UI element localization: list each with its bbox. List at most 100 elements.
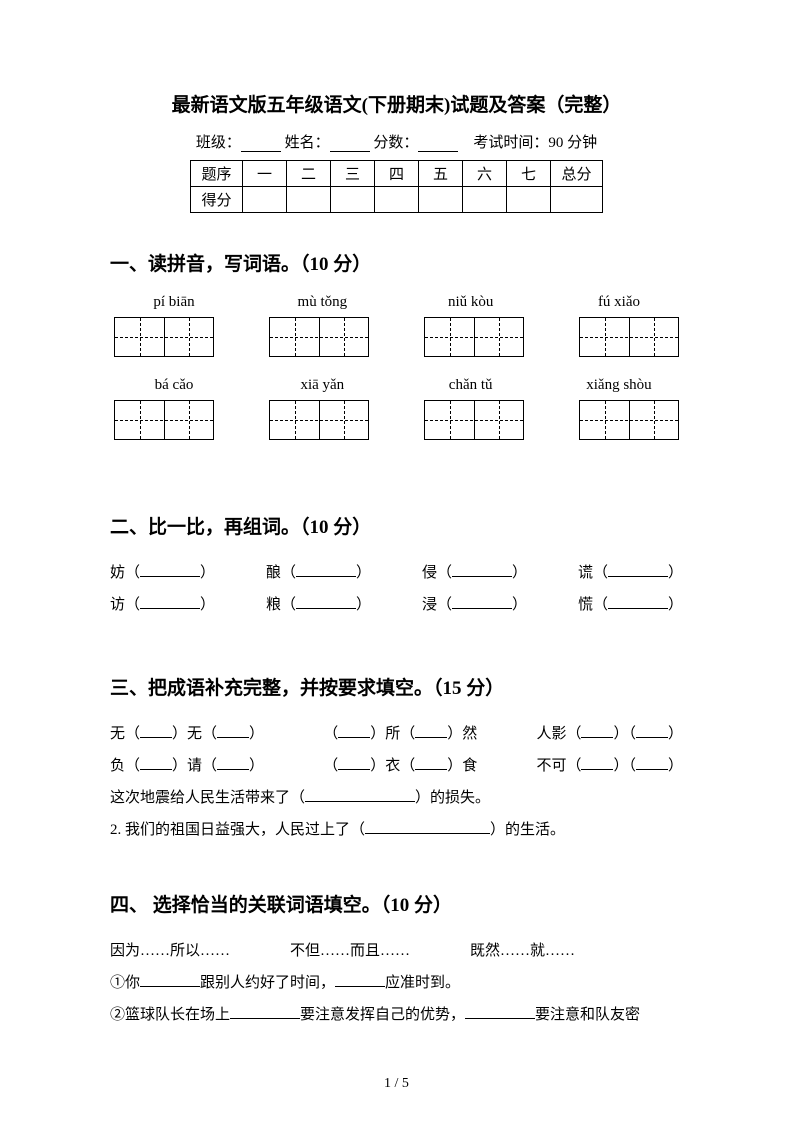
- pinyin-row-2: bá cǎo xiā yǎn chǎn tǔ xiǎng shòu: [110, 377, 683, 394]
- blank[interactable]: [636, 723, 668, 738]
- row-label: 得分: [191, 187, 243, 213]
- pinyin-1-3: niǔ kòu: [411, 294, 531, 311]
- section-2-heading: 二、比一比，再组词。（10 分）: [110, 512, 683, 539]
- q3-line-1: 无（）无（） （）所（）然 人影（）（）: [110, 718, 683, 750]
- t: ）（: [613, 758, 636, 774]
- t: ）然: [447, 726, 477, 742]
- q2-char: 谎: [578, 565, 593, 581]
- q3-line-3: 这次地震给人民生活带来了（ ）的损失。: [110, 782, 683, 814]
- section-4-heading: 四、 选择恰当的关联词语填空。（10 分）: [110, 890, 683, 917]
- class-blank[interactable]: [241, 137, 281, 152]
- char-box[interactable]: [114, 400, 214, 440]
- char-box[interactable]: [269, 400, 369, 440]
- blank[interactable]: [608, 594, 668, 609]
- th-0: 题序: [191, 161, 243, 187]
- blank[interactable]: [296, 594, 356, 609]
- t: ②篮球队长在场上: [110, 1007, 230, 1023]
- pinyin-1-4: fú xiǎo: [559, 294, 679, 311]
- blank[interactable]: [296, 562, 356, 577]
- blank[interactable]: [415, 723, 447, 738]
- t: 人影（: [536, 726, 581, 742]
- blank[interactable]: [365, 819, 490, 834]
- q4-line-2: ②篮球队长在场上要注意发挥自己的优势，要注意和队友密: [110, 999, 683, 1031]
- t: ）: [668, 726, 683, 742]
- cell-2[interactable]: [287, 187, 331, 213]
- q2-char: 粮: [266, 597, 281, 613]
- q2-char: 访: [110, 597, 125, 613]
- blank[interactable]: [140, 594, 200, 609]
- blank[interactable]: [452, 562, 512, 577]
- cell-3[interactable]: [331, 187, 375, 213]
- q4-opt-3: 既然……就……: [470, 935, 575, 967]
- blank[interactable]: [230, 1004, 300, 1019]
- char-box[interactable]: [269, 317, 369, 357]
- blank[interactable]: [465, 1004, 535, 1019]
- th-8: 总分: [551, 161, 603, 187]
- section-3-heading: 三、把成语补充完整，并按要求填空。（15 分）: [110, 673, 683, 700]
- pinyin-2-4: xiǎng shòu: [559, 377, 679, 394]
- char-box[interactable]: [114, 317, 214, 357]
- cell-4[interactable]: [375, 187, 419, 213]
- th-5: 五: [419, 161, 463, 187]
- blank[interactable]: [335, 972, 385, 987]
- q4-line-1: ①你 跟别人约好了时间， 应准时到。: [110, 967, 683, 999]
- q3-line-2: 负（）请（） （）衣（）食 不可（）（）: [110, 750, 683, 782]
- th-3: 三: [331, 161, 375, 187]
- q2-char: 妨: [110, 565, 125, 581]
- t: 应准时到。: [385, 975, 460, 991]
- t: 这次地震给人民生活带来了（: [110, 790, 305, 806]
- t: ）（: [613, 726, 636, 742]
- t: ）食: [447, 758, 477, 774]
- page-title: 最新语文版五年级语文(下册期末)试题及答案（完整）: [110, 90, 683, 117]
- blank[interactable]: [338, 755, 370, 770]
- q4-opt-2: 不但……而且……: [290, 935, 410, 967]
- score-table: 题序 一 二 三 四 五 六 七 总分 得分: [190, 160, 603, 213]
- char-box[interactable]: [424, 317, 524, 357]
- t: ①你: [110, 975, 140, 991]
- t: ）: [668, 758, 683, 774]
- th-6: 六: [463, 161, 507, 187]
- cell-8[interactable]: [551, 187, 603, 213]
- q2-char: 浸: [422, 597, 437, 613]
- t: ）所（: [370, 726, 415, 742]
- blank[interactable]: [140, 562, 200, 577]
- blank[interactable]: [581, 723, 613, 738]
- blank[interactable]: [305, 787, 415, 802]
- t: ）衣（: [370, 758, 415, 774]
- score-blank[interactable]: [418, 137, 458, 152]
- t: ）请（: [172, 758, 217, 774]
- blank[interactable]: [636, 755, 668, 770]
- table-header-row: 题序 一 二 三 四 五 六 七 总分: [191, 161, 603, 187]
- blank[interactable]: [581, 755, 613, 770]
- blank[interactable]: [452, 594, 512, 609]
- info-row: 班级： 姓名： 分数： 考试时间：90 分钟: [110, 131, 683, 152]
- blank[interactable]: [608, 562, 668, 577]
- char-box[interactable]: [579, 317, 679, 357]
- pinyin-2-2: xiā yǎn: [262, 377, 382, 394]
- q2-char: 酿: [266, 565, 281, 581]
- cell-1[interactable]: [243, 187, 287, 213]
- blank[interactable]: [217, 723, 249, 738]
- score-label: 分数：: [373, 135, 418, 151]
- char-box[interactable]: [579, 400, 679, 440]
- cell-5[interactable]: [419, 187, 463, 213]
- class-label: 班级：: [196, 135, 241, 151]
- cell-7[interactable]: [507, 187, 551, 213]
- section-1-heading: 一、读拼音，写词语。（10 分）: [110, 249, 683, 276]
- blank[interactable]: [415, 755, 447, 770]
- table-score-row: 得分: [191, 187, 603, 213]
- page-number: 1 / 5: [0, 1076, 793, 1092]
- t: 跟别人约好了时间，: [200, 975, 335, 991]
- blank[interactable]: [338, 723, 370, 738]
- blank[interactable]: [140, 972, 200, 987]
- q2-char: 侵: [422, 565, 437, 581]
- t: ）的损失。: [415, 790, 490, 806]
- cell-6[interactable]: [463, 187, 507, 213]
- blank[interactable]: [140, 723, 172, 738]
- t: （: [323, 758, 338, 774]
- t: 要注意和队友密: [535, 1007, 640, 1023]
- name-blank[interactable]: [330, 137, 370, 152]
- blank[interactable]: [217, 755, 249, 770]
- char-box[interactable]: [424, 400, 524, 440]
- blank[interactable]: [140, 755, 172, 770]
